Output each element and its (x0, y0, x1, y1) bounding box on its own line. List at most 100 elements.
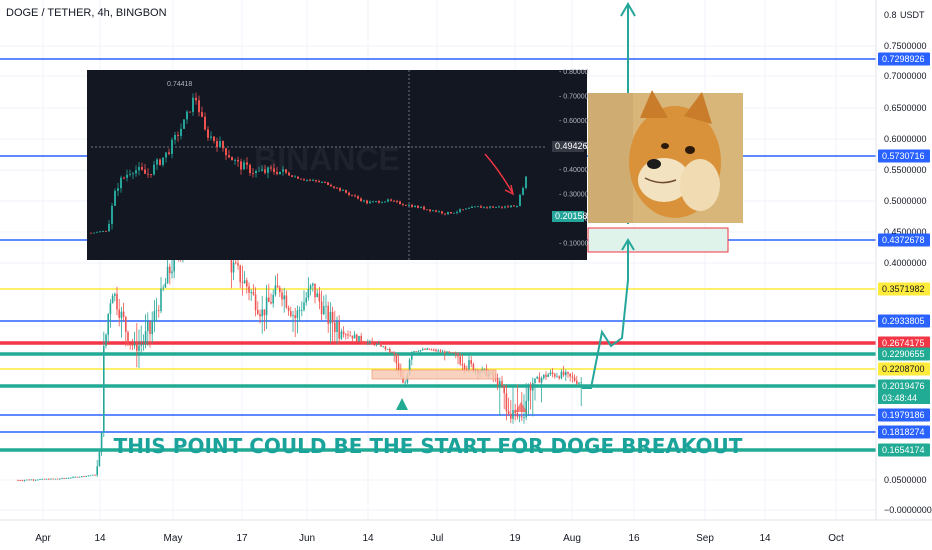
candle-body (87, 475, 90, 477)
candle-body (37, 479, 39, 481)
time-tick-label: Jul (431, 533, 444, 544)
candle-body (149, 321, 151, 335)
inset-candle-body (240, 161, 242, 170)
candle-body (448, 351, 450, 353)
inset-candle-body (231, 157, 233, 161)
inset-candle-body (183, 119, 185, 129)
inset-candle-body (132, 173, 134, 175)
candle-body (384, 346, 387, 350)
candle-body (21, 480, 24, 482)
inset-candle-body (171, 139, 173, 155)
inset-candle-body (108, 223, 110, 232)
candle-body (503, 385, 505, 394)
candle-body (468, 360, 470, 370)
candle-body (320, 301, 323, 315)
level-price-label: 0.2019476 (882, 381, 925, 391)
inset-candle-body (396, 200, 398, 202)
time-tick-label: Oct (828, 533, 844, 544)
inset-candle-body (330, 184, 332, 187)
inset-candle-body (420, 206, 422, 208)
inset-candle-body (141, 167, 143, 170)
candle-body (109, 303, 112, 314)
candle-body (463, 365, 466, 370)
price-tick-label: −0.0000000 (884, 505, 932, 515)
inset-candle-body (309, 179, 311, 181)
inset-candle-body (189, 111, 191, 113)
candle-body (386, 348, 389, 350)
candle-body (263, 309, 266, 316)
candle-body (39, 479, 41, 480)
inset-candle-body (459, 209, 461, 212)
candle-body (507, 411, 510, 414)
inset-candle-body (168, 152, 170, 155)
inset-candle-body (285, 169, 287, 173)
candle-body (305, 297, 307, 303)
doge-eye-right (685, 146, 695, 154)
candle-body (67, 477, 70, 479)
candle-body (554, 374, 556, 377)
candle-body (391, 351, 393, 353)
inset-candle-body (174, 134, 176, 140)
candle-body (351, 335, 354, 339)
inset-candle-body (279, 171, 281, 174)
inset-candle-body (453, 212, 455, 214)
level-price-badge (878, 282, 930, 296)
time-tick-label: Sep (696, 533, 714, 544)
inset-candle-body (408, 204, 410, 206)
candle-body (444, 351, 446, 354)
candle-body (239, 265, 241, 283)
inset-candle-body (114, 190, 116, 206)
candle-body (294, 315, 296, 319)
inset-candle-body (336, 187, 338, 189)
inset-candle-body (96, 231, 98, 233)
time-tick-label: Aug (563, 533, 581, 544)
candle-body (81, 476, 83, 477)
doge-eye-left (661, 143, 669, 149)
candle-body (133, 343, 136, 346)
inset-candle-body (270, 167, 272, 169)
inset-candle-body (423, 206, 425, 210)
inset-candle-body (399, 201, 401, 205)
price-tick-label: 0.7500000 (884, 41, 927, 51)
candle-body (560, 371, 563, 379)
inset-candle-body (126, 174, 128, 178)
candle-body (382, 346, 384, 348)
inset-candle-body (300, 178, 302, 180)
inset-crosshair-badge (552, 141, 584, 152)
inset-candle-body (477, 206, 479, 208)
inset-tick-label: - 0.40000 (559, 167, 589, 174)
candle-body (279, 287, 281, 293)
inset-candle-body (225, 148, 227, 156)
inset-candle-body (504, 206, 506, 208)
inset-candle-body (282, 169, 284, 172)
inset-candle-body (267, 167, 269, 173)
candle-body (358, 335, 360, 342)
inset-candle-body (351, 194, 353, 196)
candle-body (257, 309, 259, 314)
inset-candle-body (276, 172, 278, 174)
inset-candle-body (105, 231, 107, 232)
candle-body (545, 374, 547, 377)
candle-body (235, 262, 237, 264)
candle-body (558, 376, 560, 379)
candle-body (532, 383, 534, 391)
inset-candle-body (150, 174, 152, 175)
candle-body (70, 477, 72, 479)
inset-candle-body (324, 181, 326, 183)
candle-body (455, 352, 457, 354)
candle-body (43, 478, 46, 480)
projection-top-arrowhead (620, 2, 636, 17)
candle-body (510, 413, 512, 419)
candle-body (237, 263, 239, 266)
inset-candle-body (456, 211, 458, 213)
inset-candle-body (462, 209, 464, 211)
inset-candle-body (144, 169, 146, 174)
candle-body (92, 474, 94, 476)
inset-candle-body (417, 205, 419, 208)
time-axis: Apr 14 May 17 Jun 14 Jul 19 Aug 16 Sep 14 Oct (0, 519, 932, 550)
inset-candle-body (369, 201, 371, 204)
inset-background (87, 70, 587, 260)
candle-body (461, 363, 464, 366)
candle-body (527, 384, 530, 401)
